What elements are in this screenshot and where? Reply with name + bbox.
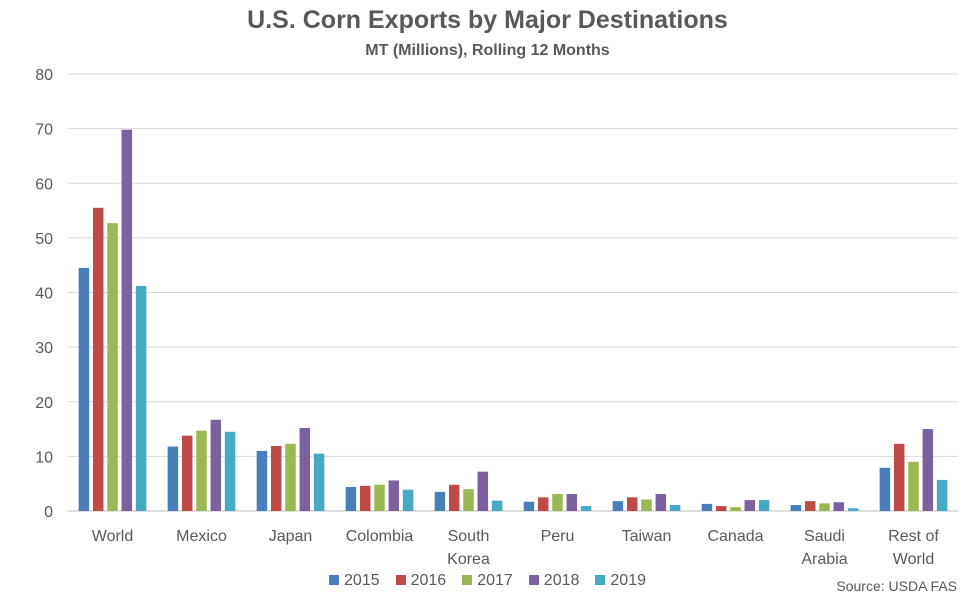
x-category-label: Peru xyxy=(541,528,575,545)
bar-2016 xyxy=(893,443,905,511)
y-tick-label: 70 xyxy=(35,122,53,139)
bar-2015 xyxy=(434,491,446,511)
bar-2018 xyxy=(388,480,400,511)
x-category-label: Mexico xyxy=(176,528,227,545)
bar-2018 xyxy=(121,129,133,511)
bar-2015 xyxy=(879,467,891,511)
bar-2017 xyxy=(463,489,474,511)
y-tick-label: 60 xyxy=(35,176,53,193)
legend-swatch xyxy=(462,575,473,585)
y-tick-label: 30 xyxy=(35,340,53,357)
bar-2019 xyxy=(313,453,325,511)
bar-2017 xyxy=(374,484,385,511)
bar-2018 xyxy=(566,494,578,511)
chart-subtitle: MT (Millions), Rolling 12 Months xyxy=(365,42,610,59)
x-category-label: Japan xyxy=(269,528,313,545)
y-tick-label: 10 xyxy=(35,449,53,466)
bar-2018 xyxy=(744,500,756,511)
bar-2019 xyxy=(135,285,147,511)
bars xyxy=(78,129,948,512)
bar-2019 xyxy=(491,500,503,511)
source-note: Source: USDA FAS xyxy=(836,578,957,594)
bar-2017 xyxy=(107,223,118,511)
bar-2019 xyxy=(224,431,236,511)
bar-2015 xyxy=(345,486,357,511)
bar-2016 xyxy=(804,501,816,511)
bar-2015 xyxy=(612,501,624,511)
bar-2019 xyxy=(402,489,414,511)
legend-label: 2016 xyxy=(410,572,447,589)
legend-swatch xyxy=(395,575,406,585)
bar-2019 xyxy=(847,508,859,511)
bar-2017 xyxy=(641,499,652,511)
bar-2018 xyxy=(210,419,222,511)
x-category-label: Canada xyxy=(707,528,763,545)
legend-swatch xyxy=(595,575,606,585)
bar-2017 xyxy=(285,443,296,511)
bar-2018 xyxy=(922,429,934,511)
bar-2016 xyxy=(715,506,727,511)
bar-2019 xyxy=(669,504,681,511)
y-tick-label: 20 xyxy=(35,395,53,412)
bar-2017 xyxy=(908,461,919,511)
bar-2019 xyxy=(580,506,592,511)
legend: 2015 2016 2017 2018 2019 xyxy=(0,572,975,590)
bar-2016 xyxy=(359,485,371,511)
bar-2017 xyxy=(730,507,741,511)
y-tick-label: 0 xyxy=(44,504,53,521)
bar-2017 xyxy=(196,430,207,511)
bar-2016 xyxy=(270,445,282,511)
bar-2019 xyxy=(758,500,770,511)
bar-2016 xyxy=(626,497,638,511)
x-category-label: Colombia xyxy=(346,528,414,545)
bar-2018 xyxy=(833,502,845,511)
legend-item-2018: 2018 xyxy=(528,572,580,590)
bar-2015 xyxy=(523,501,535,511)
bar-2015 xyxy=(790,504,802,511)
legend-item-2016: 2016 xyxy=(395,572,447,590)
bar-2015 xyxy=(256,450,268,511)
x-category-label: South Korea xyxy=(447,528,490,568)
bar-2018 xyxy=(299,427,311,511)
legend-swatch xyxy=(329,575,340,585)
x-category-label: Taiwan xyxy=(622,528,672,545)
legend-label: 2019 xyxy=(610,572,646,589)
legend-label: 2015 xyxy=(344,572,380,589)
axis-labels: 0 10 20 30 40 50 60 70 80 World Mexico Japan Colombi… xyxy=(35,67,939,568)
bar-2016 xyxy=(448,484,460,511)
legend-label: 2017 xyxy=(477,572,513,589)
legend-label: 2018 xyxy=(543,572,580,589)
bar-2017 xyxy=(819,503,830,511)
y-tick-label: 80 xyxy=(35,67,53,84)
legend-swatch xyxy=(528,575,539,585)
bar-2016 xyxy=(537,497,549,511)
y-tick-label: 40 xyxy=(35,286,53,303)
bar-2015 xyxy=(78,267,90,511)
bar-2015 xyxy=(701,503,713,511)
legend-item-2015: 2015 xyxy=(329,572,380,590)
x-category-label: World xyxy=(92,528,134,545)
bar-2018 xyxy=(477,471,489,511)
legend-item-2019: 2019 xyxy=(595,572,646,590)
chart-title: U.S. Corn Exports by Major Destinations xyxy=(247,6,728,34)
legend-item-2017: 2017 xyxy=(462,572,513,590)
y-tick-label: 50 xyxy=(35,231,53,248)
bar-2016 xyxy=(92,207,104,512)
bar-2018 xyxy=(655,494,667,511)
bar-2016 xyxy=(181,435,193,511)
bar-2015 xyxy=(167,446,179,511)
bar-2019 xyxy=(936,479,948,511)
x-category-label: Saudi Arabia xyxy=(801,528,847,568)
bar-2017 xyxy=(552,494,563,511)
x-category-label: Rest of World xyxy=(888,528,939,568)
